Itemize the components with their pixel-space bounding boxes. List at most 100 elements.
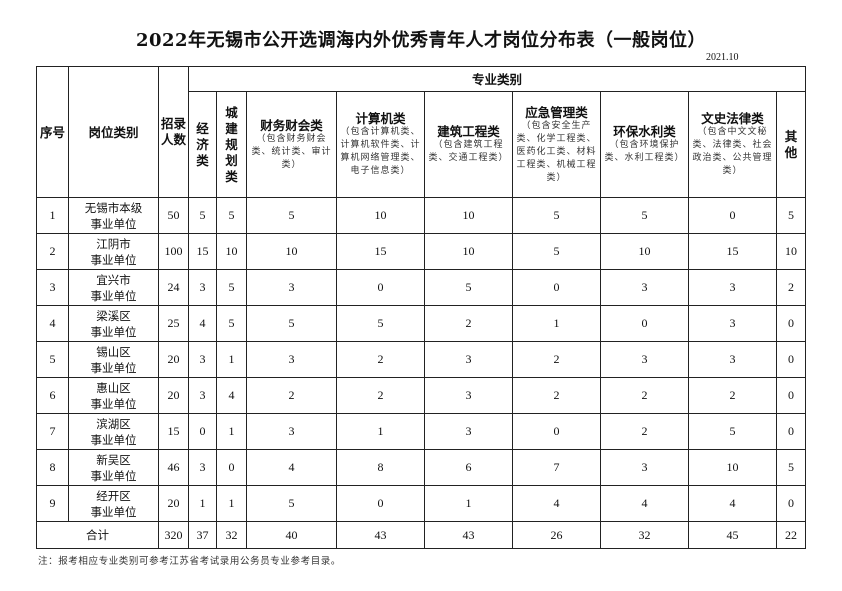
row-value: 3 <box>424 377 513 414</box>
row-unit: 宜兴市 事业单位 <box>68 269 159 306</box>
table-row: 4 梁溪区 事业单位 25 4 5 5 5 2 1 0 3 0 <box>36 305 807 342</box>
unit-name-line: 事业单位 <box>90 432 137 447</box>
header-index: 序号 <box>36 66 69 198</box>
row-value: 3 <box>424 341 513 378</box>
major-name: 财务财会类 <box>260 117 323 133</box>
row-value: 10 <box>424 197 513 234</box>
row-index: 7 <box>36 413 69 450</box>
header-major-8: 其他 <box>775 91 807 198</box>
total-value: 22 <box>775 521 807 549</box>
row-value: 0 <box>188 413 217 450</box>
row-value: 2 <box>775 269 807 306</box>
footnote: 注：报考相应专业类别可参考江苏省考试录用公务员专业参考目录。 <box>38 556 342 567</box>
row-value: 3 <box>246 269 337 306</box>
table-row: 2 江阴市 事业单位 100 15 10 10 15 10 5 10 15 10 <box>36 233 807 270</box>
row-value: 24 <box>158 269 189 306</box>
total-value: 37 <box>188 521 217 549</box>
row-value: 5 <box>424 269 513 306</box>
row-value: 50 <box>158 197 189 234</box>
major-name: 城建规划类 <box>225 104 238 184</box>
row-value: 1 <box>188 485 217 522</box>
row-value: 0 <box>688 197 777 234</box>
row-value: 3 <box>424 413 513 450</box>
row-value: 4 <box>216 377 247 414</box>
row-value: 0 <box>336 485 425 522</box>
row-value: 0 <box>336 269 425 306</box>
major-name: 建筑工程类 <box>437 124 500 139</box>
unit-name-line: 梁溪区 <box>96 308 131 323</box>
row-value: 5 <box>688 413 777 450</box>
header-category: 岗位类别 <box>68 66 159 198</box>
unit-name-line: 事业单位 <box>90 288 137 303</box>
row-index: 8 <box>36 449 69 486</box>
row-value: 3 <box>600 269 689 306</box>
major-name: 文史法律类 <box>701 111 764 126</box>
header-major-1: 城建规划类 <box>216 91 247 198</box>
row-value: 0 <box>512 269 601 306</box>
total-value: 320 <box>158 521 189 549</box>
row-value: 2 <box>688 377 777 414</box>
row-index: 2 <box>36 233 69 270</box>
row-value: 0 <box>512 413 601 450</box>
row-value: 5 <box>216 269 247 306</box>
position-distribution-table: 序号 岗位类别 招录人数 专业类别 经济类 城建规划类 财务财会类 （包含财务财会类、… <box>36 66 807 549</box>
row-value: 5 <box>512 233 601 270</box>
total-label: 合计 <box>36 521 159 549</box>
row-value: 10 <box>688 449 777 486</box>
row-value: 3 <box>688 341 777 378</box>
row-value: 3 <box>688 269 777 306</box>
row-value: 3 <box>188 269 217 306</box>
row-value: 2 <box>336 341 425 378</box>
unit-name-line: 江阴市 <box>96 236 131 251</box>
row-value: 1 <box>216 413 247 450</box>
row-value: 2 <box>512 377 601 414</box>
unit-name-line: 惠山区 <box>96 380 131 395</box>
row-value: 2 <box>600 377 689 414</box>
row-unit: 滨湖区 事业单位 <box>68 413 159 450</box>
table-row: 9 经开区 事业单位 20 1 1 5 0 1 4 4 4 0 <box>36 485 807 522</box>
document-title: 2022年无锡市公开选调海内外优秀青年人才岗位分布表（一般岗位） <box>135 30 707 51</box>
header-major-0: 经济类 <box>188 91 217 198</box>
document-date: 2021.10 <box>706 52 739 63</box>
row-value: 5 <box>775 197 807 234</box>
row-value: 5 <box>188 197 217 234</box>
row-value: 1 <box>216 485 247 522</box>
row-unit: 无锡市本级 事业单位 <box>68 197 159 234</box>
unit-name-line: 事业单位 <box>90 324 137 339</box>
unit-name-line: 经开区 <box>96 488 131 503</box>
row-value: 2 <box>424 305 513 342</box>
row-value: 5 <box>246 305 337 342</box>
row-value: 4 <box>512 485 601 522</box>
row-value: 10 <box>600 233 689 270</box>
row-value: 0 <box>775 413 807 450</box>
row-value: 1 <box>424 485 513 522</box>
unit-name-line: 事业单位 <box>90 396 137 411</box>
row-value: 3 <box>246 413 337 450</box>
major-name: 经济类 <box>196 120 209 168</box>
major-description: （包含财务财会类、统计类、审计类） <box>251 133 332 170</box>
major-name: 其他 <box>784 128 798 160</box>
total-value: 43 <box>424 521 513 549</box>
row-unit: 江阴市 事业单位 <box>68 233 159 270</box>
row-index: 3 <box>36 269 69 306</box>
unit-name-line: 事业单位 <box>90 252 137 267</box>
row-value: 3 <box>188 377 217 414</box>
major-name: 计算机类 <box>355 111 406 126</box>
row-index: 9 <box>36 485 69 522</box>
row-value: 3 <box>688 305 777 342</box>
row-value: 3 <box>188 449 217 486</box>
header-major-2: 财务财会类 （包含财务财会类、统计类、审计类） <box>246 91 337 198</box>
header-major-6: 环保水利类 （包含环境保护类、水利工程类） <box>600 91 689 198</box>
total-value: 40 <box>246 521 337 549</box>
row-value: 10 <box>424 233 513 270</box>
row-value: 4 <box>188 305 217 342</box>
unit-name-line: 无锡市本级 <box>84 200 143 215</box>
row-value: 3 <box>600 341 689 378</box>
row-value: 15 <box>158 413 189 450</box>
row-value: 4 <box>600 485 689 522</box>
row-unit: 梁溪区 事业单位 <box>68 305 159 342</box>
unit-name-line: 宜兴市 <box>96 272 131 287</box>
unit-name-line: 事业单位 <box>90 468 137 483</box>
row-unit: 惠山区 事业单位 <box>68 377 159 414</box>
row-value: 4 <box>688 485 777 522</box>
